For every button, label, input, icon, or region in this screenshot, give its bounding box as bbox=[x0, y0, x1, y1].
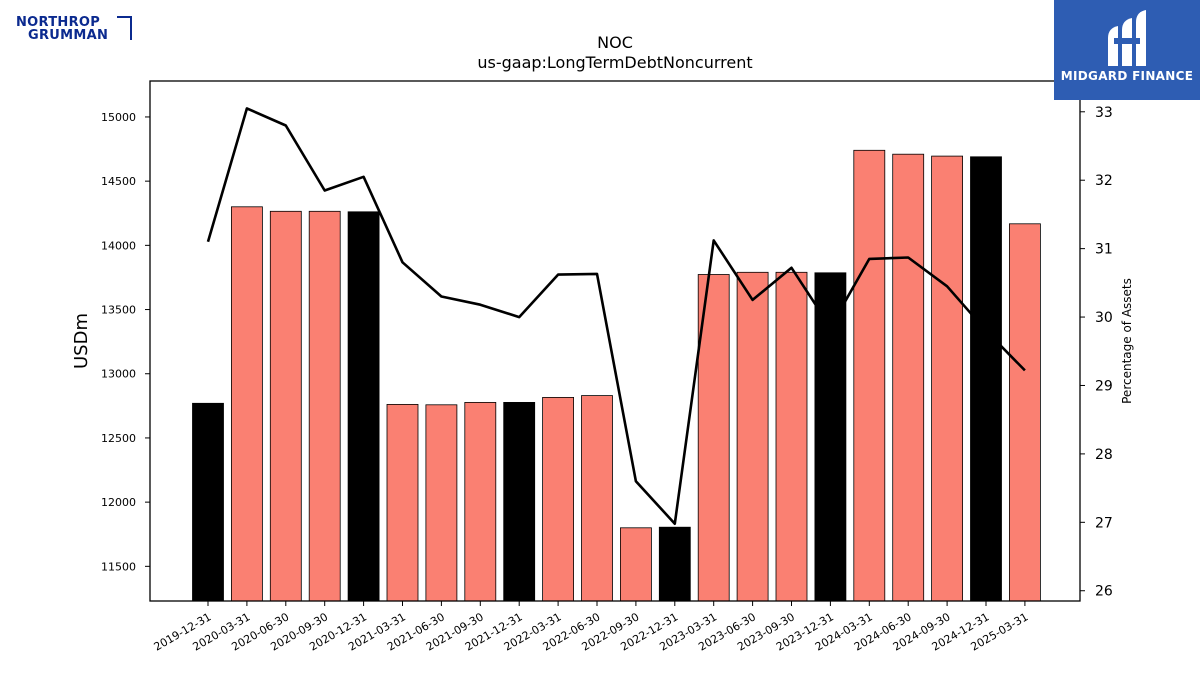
bar-2021-09-30 bbox=[464, 401, 497, 602]
bar-2022-12-31 bbox=[658, 526, 691, 602]
bar-2023-09-30 bbox=[775, 271, 808, 602]
bar-2019-12-31 bbox=[192, 402, 224, 602]
bar-2023-06-30 bbox=[736, 271, 769, 602]
company-logo-mark bbox=[117, 16, 132, 40]
bar-2024-12-31 bbox=[970, 156, 1002, 602]
bar-2024-09-30 bbox=[931, 155, 963, 602]
y2-tick-label: 32 bbox=[1095, 173, 1113, 189]
brand-mark-icon bbox=[1108, 10, 1146, 66]
bar-2021-12-31 bbox=[503, 401, 536, 602]
bar-2020-03-31 bbox=[230, 206, 263, 602]
company-logo-line2: GRUMMAN bbox=[28, 28, 109, 43]
y2-tick-label: 30 bbox=[1095, 310, 1113, 326]
brand-logo: MIDGARD FINANCE bbox=[1054, 0, 1200, 100]
bar-2020-12-31 bbox=[347, 211, 380, 602]
bar-2025-03-31 bbox=[1009, 223, 1041, 602]
bar-2024-06-30 bbox=[892, 153, 925, 602]
y-tick-label: 13500 bbox=[101, 304, 136, 317]
bar-2023-03-31 bbox=[697, 274, 730, 602]
y-axis-label: USDm bbox=[71, 313, 92, 369]
bar-2022-03-31 bbox=[542, 396, 574, 602]
company-logo-line1: NORTHROP bbox=[16, 15, 101, 30]
bar-2021-03-31 bbox=[386, 403, 419, 602]
y2-tick-label: 33 bbox=[1095, 105, 1113, 121]
company-logo: NORTHROP GRUMMAN bbox=[14, 14, 134, 44]
bar-2020-09-30 bbox=[308, 210, 341, 602]
y-tick-label: 13000 bbox=[101, 368, 136, 381]
bar-2023-12-31 bbox=[814, 272, 847, 602]
brand-logo-text: MIDGARD FINANCE bbox=[1060, 69, 1194, 83]
percentage-of-assets-line bbox=[206, 107, 1026, 526]
y-tick-label: 15000 bbox=[101, 111, 136, 124]
bar-2024-03-31 bbox=[853, 149, 886, 602]
y2-tick-label: 26 bbox=[1095, 584, 1113, 600]
bar-2022-06-30 bbox=[581, 395, 613, 602]
y2-tick-label: 29 bbox=[1095, 378, 1113, 394]
y2-tick-label: 31 bbox=[1095, 242, 1113, 258]
y-tick-label: 12000 bbox=[101, 496, 136, 509]
y-tick-label: 12500 bbox=[101, 432, 136, 445]
y-tick-label: 11500 bbox=[101, 560, 136, 573]
y2-tick-label: 27 bbox=[1095, 515, 1113, 531]
y2-axis-label: Percentage of Assets bbox=[1120, 278, 1134, 404]
y2-tick-label: 28 bbox=[1095, 447, 1113, 463]
bar-2021-06-30 bbox=[425, 404, 458, 602]
bar-2022-09-30 bbox=[620, 527, 652, 602]
chart-title: NOC bbox=[597, 33, 633, 52]
plot-frame bbox=[149, 80, 1081, 602]
bar-2020-06-30 bbox=[269, 210, 302, 602]
y-tick-label: 14500 bbox=[101, 175, 136, 188]
y-tick-label: 14000 bbox=[101, 239, 136, 252]
chart-subtitle: us-gaap:LongTermDebtNoncurrent bbox=[477, 53, 752, 72]
